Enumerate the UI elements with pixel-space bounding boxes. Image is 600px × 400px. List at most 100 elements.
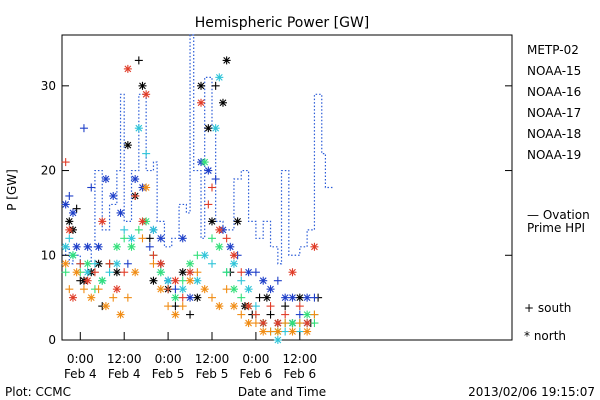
data-point <box>138 217 147 226</box>
data-point <box>142 90 151 99</box>
data-point <box>68 208 77 217</box>
data-point <box>112 268 121 277</box>
data-point <box>266 327 275 336</box>
data-point <box>131 175 140 184</box>
data-point <box>273 336 282 344</box>
data-point <box>229 251 238 260</box>
data-point <box>68 293 77 302</box>
data-point <box>266 310 275 319</box>
data-point <box>237 276 246 285</box>
legend-entry: NOAA-17 <box>527 106 581 120</box>
data-point <box>83 268 92 277</box>
data-point <box>197 98 206 107</box>
data-point <box>237 310 246 319</box>
data-point <box>211 175 220 184</box>
data-point <box>171 276 180 285</box>
y-tick-label: 30 <box>41 79 56 93</box>
data-point <box>149 276 158 285</box>
ovation-line <box>62 34 333 265</box>
x-tick-time-label: 0:00 <box>67 352 94 366</box>
data-point <box>83 276 92 285</box>
data-point <box>288 268 297 277</box>
x-axis-label: Date and Time <box>238 385 326 399</box>
data-point <box>303 293 312 302</box>
data-point <box>208 234 216 243</box>
legend-entry: NOAA-15 <box>527 64 581 78</box>
y-axis: 0 10 20 30 <box>41 79 512 347</box>
data-point <box>310 319 319 328</box>
data-point <box>244 285 253 294</box>
x-tick-date-label: Feb 6 <box>240 367 273 381</box>
data-point <box>262 293 271 302</box>
data-point <box>145 242 154 251</box>
data-point <box>79 124 88 133</box>
data-point <box>65 191 74 200</box>
data-point <box>123 259 132 268</box>
data-point <box>178 268 187 277</box>
ovation-layer <box>62 34 333 265</box>
data-point <box>156 268 165 277</box>
data-point <box>193 293 202 302</box>
data-point <box>215 242 224 251</box>
data-point <box>197 81 206 90</box>
data-point <box>171 302 180 311</box>
data-point <box>208 293 216 302</box>
data-point <box>266 285 275 294</box>
legend-entry: NOAA-16 <box>527 85 581 99</box>
data-point <box>281 319 290 328</box>
data-point <box>112 242 121 251</box>
points-layer <box>61 56 323 344</box>
data-point <box>101 175 110 184</box>
data-point <box>134 225 143 234</box>
data-point <box>281 293 290 302</box>
data-point <box>208 183 216 192</box>
data-point <box>171 310 180 319</box>
data-point <box>131 191 140 200</box>
data-point <box>65 234 74 243</box>
data-point <box>156 259 165 268</box>
data-point <box>244 319 253 328</box>
data-point <box>171 293 180 302</box>
data-point <box>149 251 158 260</box>
data-point <box>222 234 231 243</box>
data-point <box>123 141 132 150</box>
data-point <box>61 158 70 167</box>
data-point <box>156 285 165 294</box>
data-point <box>120 234 129 243</box>
data-point <box>138 234 147 243</box>
data-point <box>145 234 154 243</box>
ovation-legend-line1: — Ovation <box>527 208 590 222</box>
data-point <box>186 268 195 277</box>
data-point <box>94 242 103 251</box>
data-point <box>109 293 118 302</box>
data-point <box>61 259 70 268</box>
x-tick-date-label: Feb 5 <box>152 367 185 381</box>
data-point <box>237 268 246 277</box>
data-point <box>105 268 114 277</box>
data-point <box>255 293 264 302</box>
x-tick-time-label: 0:00 <box>155 352 182 366</box>
ovation-legend-line2: Prime HPI <box>527 221 585 235</box>
data-point <box>72 242 81 251</box>
data-point <box>79 285 88 294</box>
data-point <box>123 64 132 73</box>
chart-title: Hemispheric Power [GW] <box>195 15 370 31</box>
x-tick-date-label: Feb 6 <box>283 367 316 381</box>
data-point <box>295 302 304 311</box>
data-point <box>178 302 187 311</box>
data-point <box>193 268 202 277</box>
data-point <box>244 302 253 311</box>
data-point <box>178 293 187 302</box>
x-tick-time-label: 12:00 <box>107 352 142 366</box>
data-point <box>134 124 143 133</box>
data-point <box>61 200 70 209</box>
x-tick-date-label: Feb 4 <box>64 367 97 381</box>
data-point <box>138 81 147 90</box>
data-point <box>112 259 121 268</box>
data-point <box>109 191 118 200</box>
plot-credit: Plot: CCMC <box>5 385 71 399</box>
data-point <box>222 56 231 65</box>
data-point <box>164 302 173 311</box>
data-point <box>244 268 253 277</box>
